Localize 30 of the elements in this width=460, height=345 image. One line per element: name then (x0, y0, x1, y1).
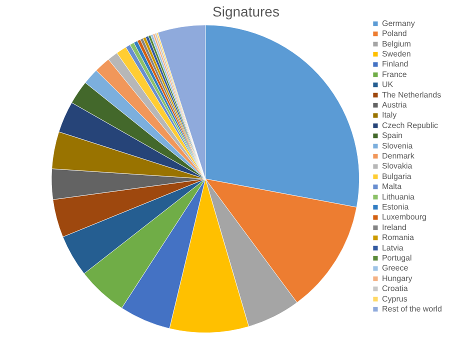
legend-label: Croatia (382, 284, 408, 294)
legend-label: Hungary (382, 274, 412, 283)
legend-label: Poland (382, 29, 407, 38)
legend-label: Estonia (382, 202, 410, 212)
legend-label: Austria (382, 100, 408, 110)
legend-label: Slovakia (382, 162, 413, 171)
legend-label: Finland (382, 60, 408, 69)
legend-label: Luxembourg (382, 212, 426, 222)
legend-label: Lithuania (382, 192, 415, 202)
legend-label: Cyprus (382, 294, 408, 304)
legend-label: Czech Republic (382, 120, 438, 130)
legend-label: The Netherlands (382, 90, 442, 100)
legend-label: Germany (382, 18, 415, 28)
legend-label: UK (382, 80, 394, 90)
legend-label: Rest of the world (382, 304, 442, 314)
legend-label: Denmark (382, 152, 416, 161)
chart-title: Signatures (212, 3, 280, 20)
legend-label: Latvia (382, 243, 404, 252)
legend-label: Romania (382, 233, 415, 242)
legend-label: Malta (382, 182, 402, 192)
legend-label: Portugal (382, 254, 412, 263)
legend-label: Sweden (382, 50, 411, 59)
legend-label: Belgium (382, 39, 412, 48)
legend-label: Spain (382, 131, 402, 140)
legend-label: Greece (382, 264, 409, 273)
legend-label: France (382, 70, 408, 79)
legend-label: Italy (382, 110, 397, 120)
legend-label: Ireland (382, 222, 406, 232)
legend-label: Bulgaria (382, 172, 412, 181)
legend-label: Slovenia (382, 141, 414, 150)
